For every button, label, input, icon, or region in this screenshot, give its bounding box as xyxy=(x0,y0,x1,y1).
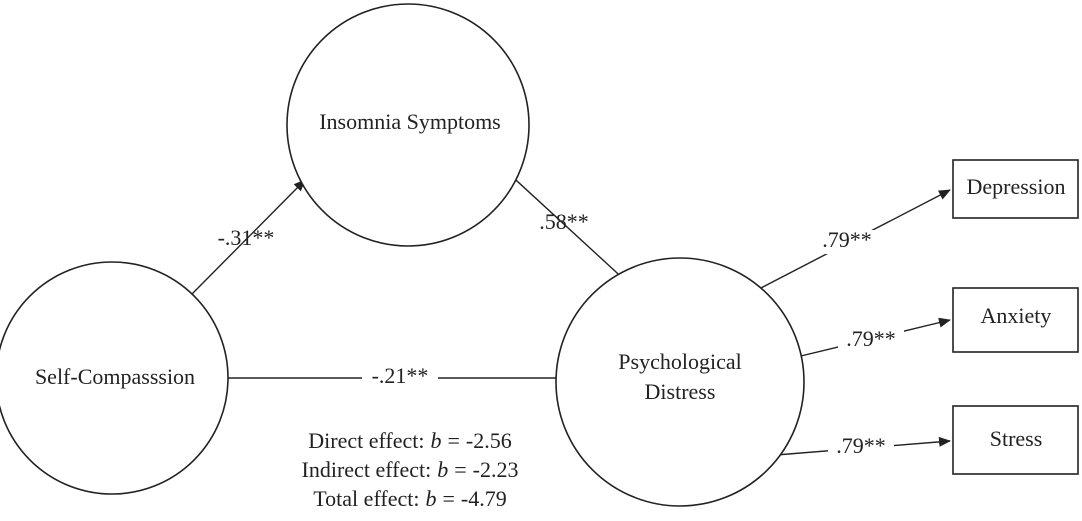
node-label: Anxiety xyxy=(981,303,1052,328)
effect-line: Direct effect: b = -2.56 xyxy=(308,428,512,453)
node-label: Depression xyxy=(967,174,1066,199)
effect-symbol: b xyxy=(431,428,442,453)
edge-label: .79** xyxy=(822,227,872,252)
node-circle xyxy=(286,3,530,247)
node-label: Insomnia Symptoms xyxy=(319,109,501,134)
node-box xyxy=(952,159,1079,219)
edge xyxy=(189,179,306,297)
effect-line: Indirect effect: b = -2.23 xyxy=(302,457,519,482)
effect-relation: = xyxy=(454,457,466,482)
node-box xyxy=(952,405,1079,475)
label-bg xyxy=(362,366,438,390)
edge-label: .58** xyxy=(539,209,589,234)
edge-label: .79** xyxy=(846,326,896,351)
effect-symbol: b xyxy=(425,486,436,511)
effect-line: Total effect: b = -4.79 xyxy=(313,486,506,511)
effect-relation: = xyxy=(442,486,454,511)
effect-value: -2.23 xyxy=(473,457,519,482)
node-circle xyxy=(0,261,229,495)
node-label: Psychological xyxy=(618,349,741,374)
node-label: Distress xyxy=(645,379,716,404)
label-bg xyxy=(828,436,894,460)
edge xyxy=(504,169,629,284)
node-box xyxy=(952,287,1079,353)
effect-label: Total effect: xyxy=(313,486,419,511)
effect-value: -4.79 xyxy=(461,486,507,511)
effect-symbol: b xyxy=(437,457,448,482)
label-bg xyxy=(814,230,880,254)
effect-value: -2.56 xyxy=(466,428,512,453)
node-label: Stress xyxy=(990,426,1043,451)
effect-label: Direct effect: xyxy=(308,428,424,453)
label-bg xyxy=(838,329,904,353)
effect-relation: = xyxy=(448,428,460,453)
edge-label: .79** xyxy=(836,433,886,458)
effect-label: Indirect effect: xyxy=(302,457,432,482)
edge-label: -.31** xyxy=(218,225,275,250)
node-label: Self-Compasssion xyxy=(35,364,195,389)
node-circle xyxy=(555,257,805,507)
edge-label: -.21** xyxy=(372,363,429,388)
